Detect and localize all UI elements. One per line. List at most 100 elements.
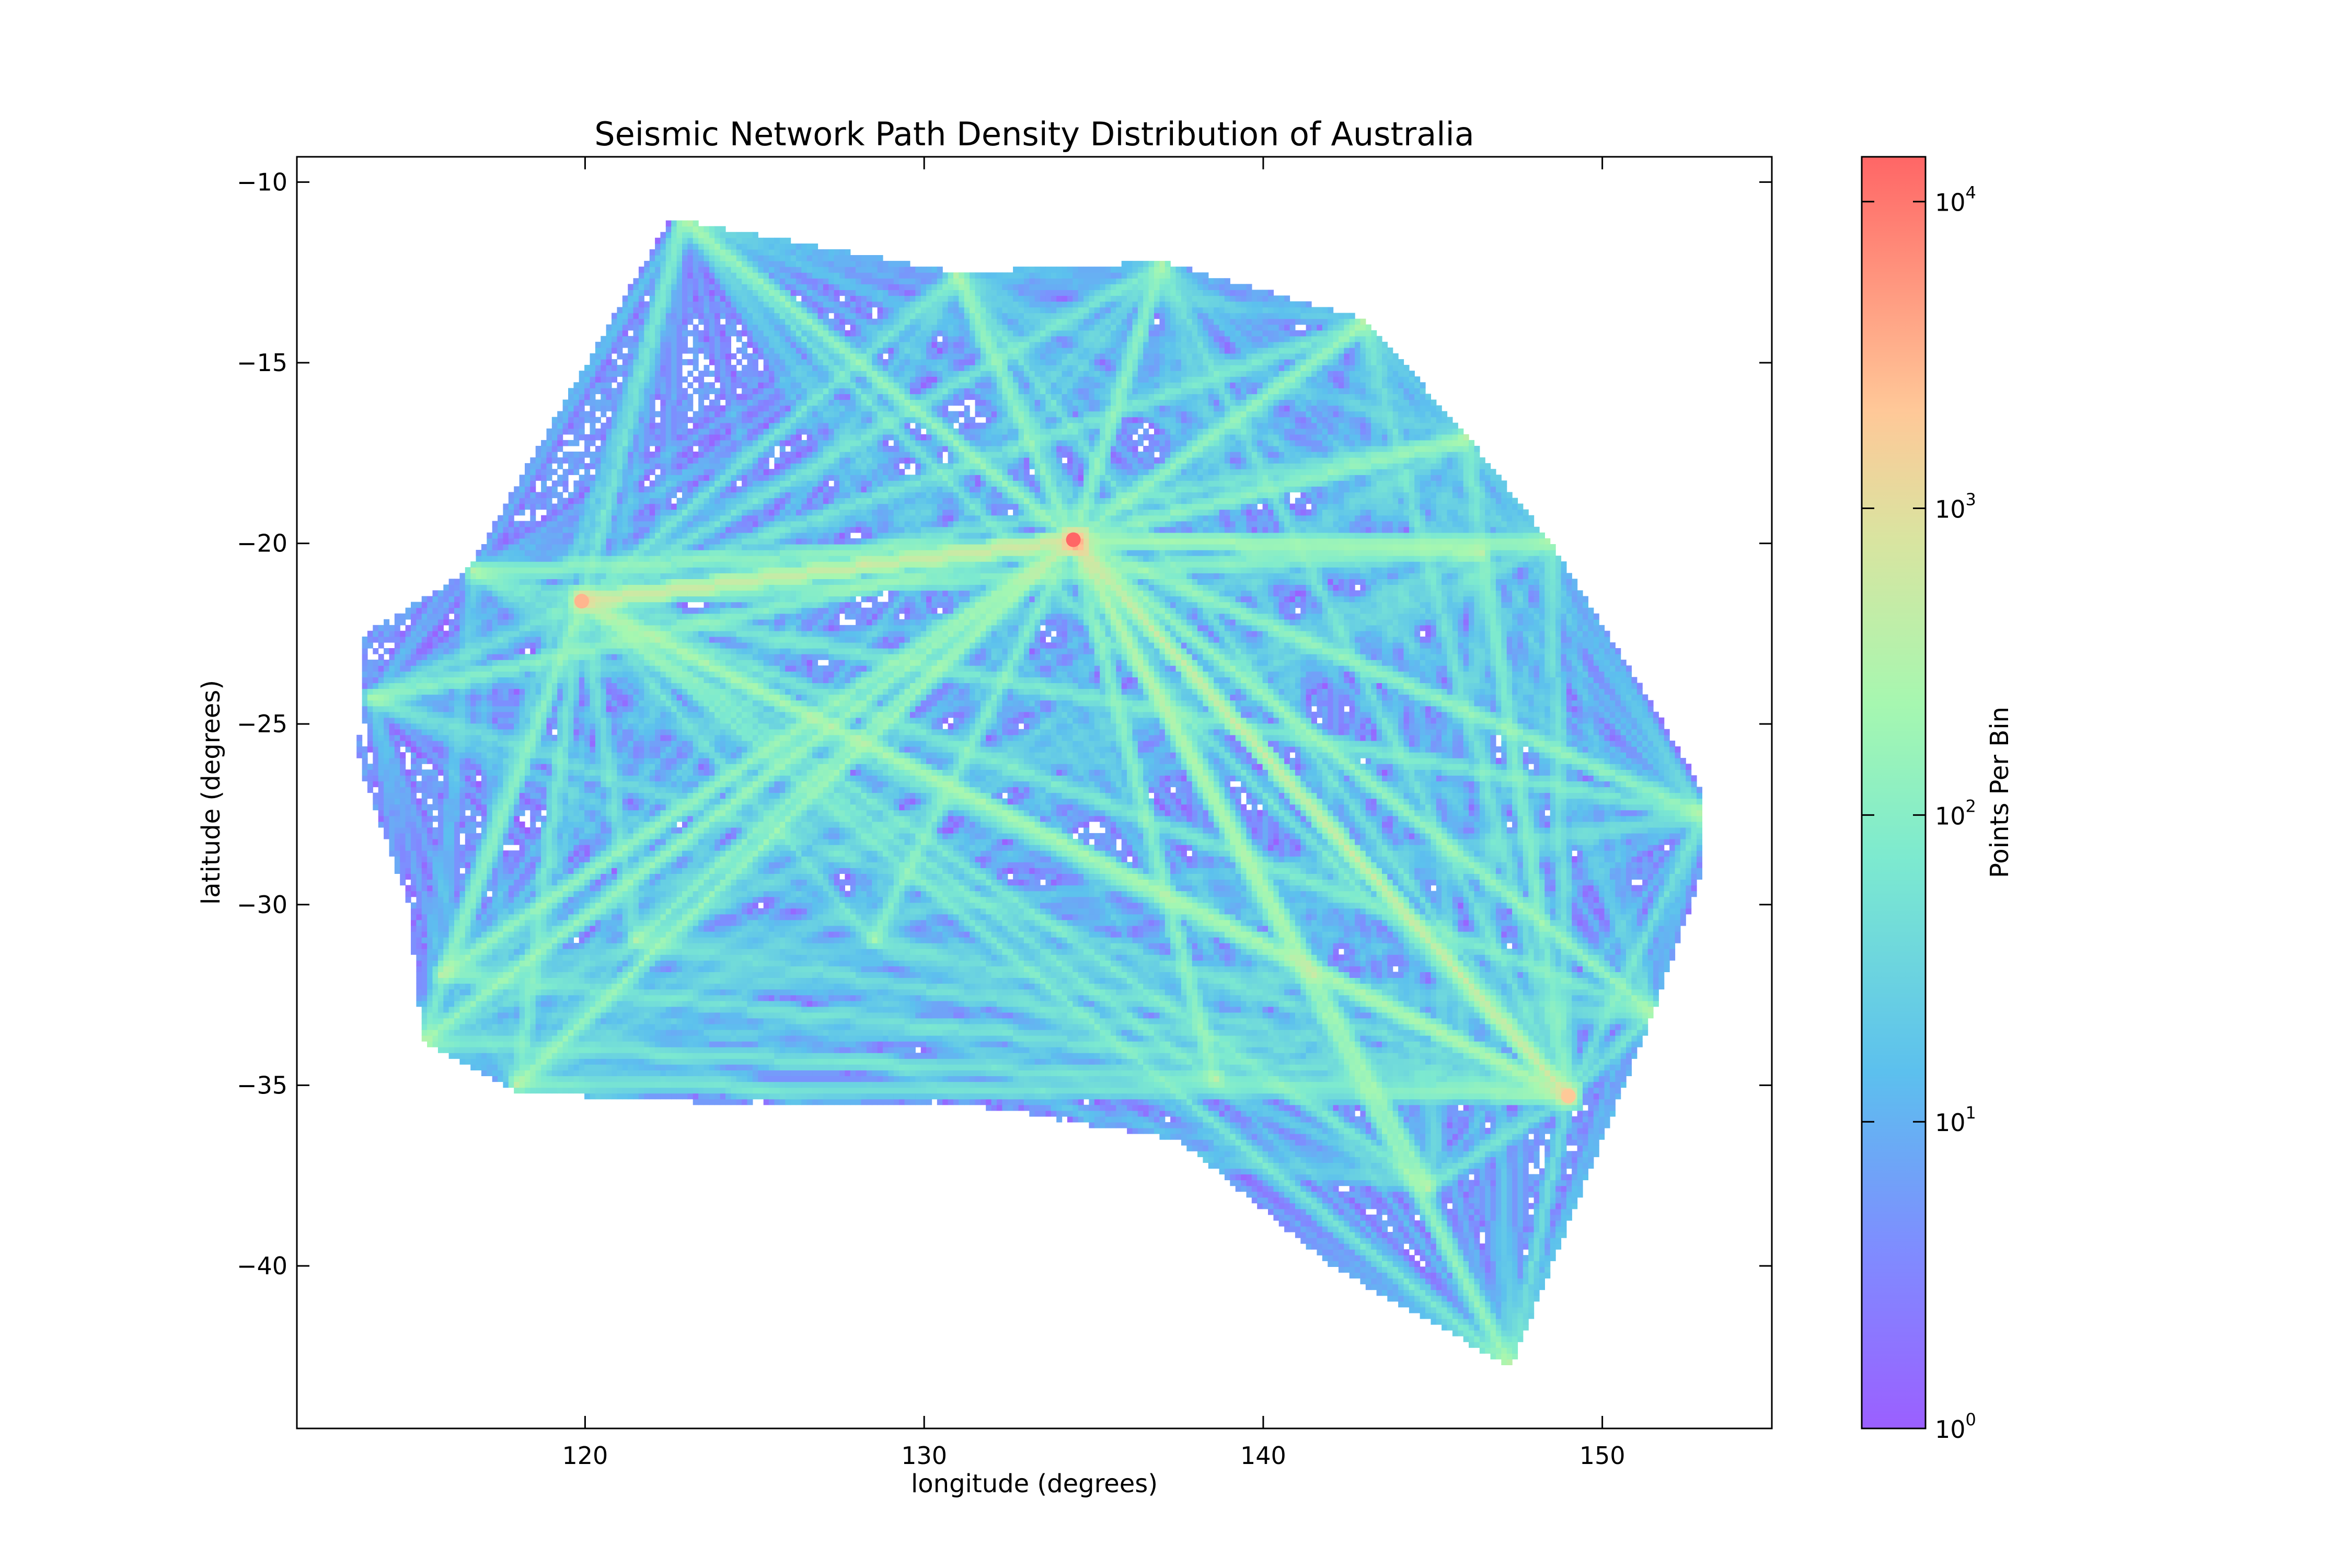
heatmap-cell	[1214, 1076, 1220, 1082]
heatmap-cell	[562, 1041, 569, 1047]
heatmap-cell	[1431, 1053, 1437, 1059]
heatmap-cell	[1501, 1058, 1507, 1065]
heatmap-cell	[1251, 1162, 1258, 1169]
heatmap-cell	[676, 1081, 683, 1088]
heatmap-cell	[1262, 1162, 1269, 1169]
heatmap-cell	[1273, 1110, 1279, 1117]
heatmap-cell	[1458, 1208, 1464, 1215]
heatmap-cell	[1355, 1104, 1361, 1111]
heatmap-cell	[1328, 1134, 1334, 1140]
heatmap-cell	[568, 1041, 574, 1047]
heatmap-cell	[1512, 1307, 1518, 1313]
heatmap-cell	[1523, 1312, 1529, 1319]
heatmap-cell	[508, 1064, 514, 1070]
heatmap-cell	[817, 1029, 824, 1036]
heatmap-cell	[1577, 1029, 1583, 1036]
heatmap-cell	[1490, 1214, 1496, 1221]
heatmap-cell	[1490, 1081, 1496, 1088]
heatmap-cell	[1550, 1139, 1556, 1146]
heatmap-cell	[535, 1064, 541, 1070]
heatmap-cell	[1192, 1134, 1198, 1140]
heatmap-cell	[1512, 1168, 1518, 1174]
heatmap-cell	[1517, 1122, 1524, 1128]
heatmap-cell	[1387, 1139, 1393, 1146]
heatmap-cell	[1420, 1295, 1426, 1302]
heatmap-cell	[1208, 1162, 1214, 1169]
heatmap-cell	[1387, 1272, 1393, 1279]
heatmap-cell	[1495, 1243, 1502, 1250]
heatmap-cell	[1593, 1151, 1599, 1157]
heatmap-cell	[1116, 1053, 1122, 1059]
heatmap-cell	[704, 1064, 710, 1070]
heatmap-cell	[1317, 1099, 1323, 1105]
heatmap-cell	[1338, 1145, 1344, 1151]
heatmap-cell	[1235, 1174, 1241, 1181]
heatmap-cell	[1241, 1058, 1247, 1065]
heatmap-cell	[1349, 1162, 1355, 1169]
heatmap-cell	[1495, 1272, 1502, 1279]
heatmap-cell	[774, 1035, 780, 1042]
heatmap-cell	[1403, 1168, 1410, 1174]
heatmap-cell	[1360, 1134, 1366, 1140]
heatmap-cell	[758, 1087, 764, 1094]
heatmap-cell	[1593, 1104, 1599, 1111]
heatmap-cell	[1561, 1168, 1567, 1174]
heatmap-cell	[1306, 1180, 1312, 1186]
heatmap-cell	[508, 1041, 514, 1047]
heatmap-cell	[704, 1053, 710, 1059]
heatmap-cell	[920, 1070, 927, 1076]
heatmap-cell	[1322, 1041, 1328, 1047]
heatmap-cell	[970, 1093, 976, 1100]
heatmap-cell	[1577, 1145, 1583, 1151]
heatmap-cell	[1452, 1122, 1458, 1128]
heatmap-cell	[1159, 1104, 1166, 1111]
heatmap-cell	[1148, 1064, 1155, 1070]
heatmap-cell	[1105, 1035, 1111, 1042]
heatmap-cell	[1512, 1312, 1518, 1319]
heatmap-cell	[1040, 1041, 1046, 1047]
heatmap-cell	[1479, 1295, 1485, 1302]
heatmap-cell	[1154, 1035, 1160, 1042]
heatmap-cell	[665, 1070, 672, 1076]
heatmap-cell	[1501, 1162, 1507, 1169]
heatmap-cell	[758, 1081, 764, 1088]
heatmap-cell	[850, 1093, 856, 1100]
heatmap-cell	[1463, 1238, 1469, 1244]
heatmap-cell	[1328, 1058, 1334, 1065]
heatmap-cell	[1338, 1203, 1344, 1209]
heatmap-cell	[1344, 1134, 1350, 1140]
heatmap-cell	[1165, 1110, 1171, 1117]
heatmap-cell	[1349, 1191, 1355, 1198]
heatmap-cell	[1344, 1139, 1350, 1146]
heatmap-cell	[948, 1081, 954, 1088]
heatmap-cell	[1523, 1214, 1529, 1221]
heatmap-cell	[525, 1058, 531, 1065]
heatmap-cell	[1344, 1255, 1350, 1261]
heatmap-cell	[1121, 1122, 1127, 1128]
heatmap-cell	[1506, 1081, 1513, 1088]
heatmap-cell	[709, 1081, 715, 1088]
heatmap-cell	[1328, 1093, 1334, 1100]
heatmap-cell	[530, 1023, 536, 1030]
heatmap-cell	[698, 1087, 705, 1094]
heatmap-cell	[1186, 1041, 1193, 1047]
heatmap-cell	[1577, 1122, 1583, 1128]
heatmap-cell	[779, 1076, 786, 1082]
heatmap-cell	[1447, 1197, 1453, 1204]
heatmap-cell	[1295, 1122, 1301, 1128]
heatmap-cell	[1371, 1249, 1377, 1255]
heatmap-cell	[1414, 1064, 1421, 1070]
heatmap-cell	[590, 1087, 596, 1094]
heatmap-cell	[1365, 1058, 1371, 1065]
heatmap-cell	[1458, 1122, 1464, 1128]
heatmap-cell	[1018, 1029, 1024, 1036]
heatmap-cell	[1414, 1266, 1421, 1273]
heatmap-cell	[1387, 1168, 1393, 1174]
heatmap-cell	[1278, 1151, 1285, 1157]
heatmap-cell	[1501, 1255, 1507, 1261]
heatmap-cell	[1365, 1255, 1371, 1261]
heatmap-cell	[1214, 1139, 1220, 1146]
heatmap-cell	[1501, 1342, 1507, 1348]
heatmap-cell	[1143, 1047, 1149, 1053]
heatmap-cell	[931, 1053, 938, 1059]
